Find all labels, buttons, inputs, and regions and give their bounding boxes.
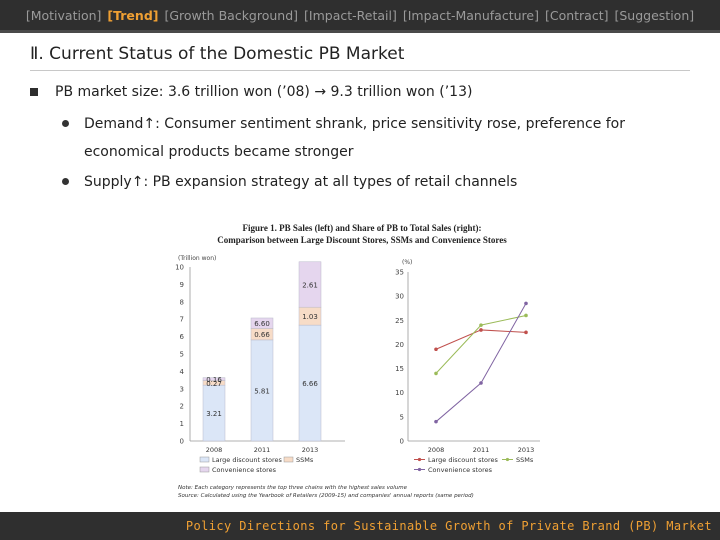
legend-label: Large discount stores bbox=[428, 456, 499, 464]
bar-segment bbox=[250, 317, 274, 329]
chart-source: Source: Calculated using the Yearbook of… bbox=[178, 493, 474, 499]
bar-y-tick-label: 7 bbox=[180, 316, 184, 324]
chart-title: Figure 1. PB Sales (left) and Share of P… bbox=[243, 223, 482, 233]
line-series bbox=[435, 329, 527, 350]
bar-data-label: 2.61 bbox=[302, 281, 318, 289]
bar-ylabel: (Trillion won) bbox=[178, 255, 216, 262]
line-point bbox=[479, 323, 483, 327]
header-divider bbox=[0, 30, 720, 33]
bar-y-tick-label: 10 bbox=[175, 264, 184, 272]
legend-swatch bbox=[199, 456, 210, 463]
legend-swatch-point bbox=[417, 457, 422, 462]
line-point bbox=[524, 330, 528, 335]
line-point bbox=[479, 381, 483, 385]
dot-bullet-icon bbox=[62, 120, 69, 127]
line-y-tick-label: 35 bbox=[395, 269, 404, 277]
bar-y-tick-label: 1 bbox=[180, 420, 184, 428]
bar-segment bbox=[202, 377, 226, 381]
bar-y-tick-label: 0 bbox=[180, 438, 184, 446]
legend-swatch-point bbox=[417, 467, 422, 472]
line-point bbox=[434, 371, 438, 376]
nav-item-motivation[interactable]: [Motivation] bbox=[25, 7, 102, 23]
line-point bbox=[479, 328, 483, 332]
bar-data-label: 1.03 bbox=[302, 313, 318, 321]
line-y-tick-label: 20 bbox=[395, 341, 404, 349]
nav-item-suggestion[interactable]: [Suggestion] bbox=[614, 7, 695, 23]
bar-x-tick-label: 2013 bbox=[302, 446, 319, 454]
line-y-tick-label: 10 bbox=[395, 389, 404, 397]
legend-swatch bbox=[199, 466, 210, 473]
line-y-tick-label: 15 bbox=[395, 365, 404, 373]
line-point bbox=[434, 347, 438, 352]
line-x-tick-label: 2011 bbox=[473, 446, 490, 454]
bar-y-tick-label: 4 bbox=[180, 368, 185, 376]
chart-subtitle: Comparison between Large Discount Stores… bbox=[217, 235, 507, 245]
line-x-tick-label: 2013 bbox=[518, 446, 535, 454]
chart-note: Note: Each category represents the top t… bbox=[178, 485, 408, 491]
bullet-supply-text: Supply↑: PB expansion strategy at all ty… bbox=[84, 174, 518, 190]
bar-x-tick-label: 2011 bbox=[254, 446, 271, 454]
bar-y-tick-label: 9 bbox=[180, 281, 184, 289]
legend-label: Convenience stores bbox=[428, 466, 493, 474]
bar-data-label: 6.66 bbox=[302, 380, 318, 388]
figure: Figure 1. PB Sales (left) and Share of P… bbox=[170, 217, 546, 500]
bar-data-label: 5.81 bbox=[254, 387, 270, 395]
nav-item-impact-retail[interactable]: [Impact-Retail] bbox=[304, 7, 397, 23]
line-y-tick-label: 25 bbox=[395, 317, 404, 325]
line-y-tick-label: 5 bbox=[400, 413, 404, 421]
line-point bbox=[524, 301, 528, 306]
footer-text: Policy Directions for Sustainable Growth… bbox=[185, 519, 712, 533]
bar-y-tick-label: 2 bbox=[180, 403, 184, 411]
line-point bbox=[434, 419, 438, 424]
line-y-tick-label: 30 bbox=[395, 293, 404, 301]
bar-data-label: 0.16 bbox=[206, 376, 222, 384]
line-ylabel: (%) bbox=[402, 259, 412, 266]
nav-item-contract[interactable]: [Contract] bbox=[544, 7, 609, 23]
legend-swatch bbox=[283, 456, 294, 463]
square-bullet-icon bbox=[30, 88, 38, 96]
title-rule bbox=[30, 70, 690, 71]
nav-item-growth background[interactable]: [Growth Background] bbox=[164, 7, 299, 23]
bar-segment bbox=[298, 261, 322, 308]
section-title: Ⅱ. Current Status of the Domestic PB Mar… bbox=[30, 44, 405, 64]
bar-y-tick-label: 5 bbox=[180, 351, 184, 359]
legend-label: SSMs bbox=[516, 456, 534, 464]
bar-data-label: 3.21 bbox=[206, 410, 222, 418]
legend-label: Large discount stores bbox=[212, 456, 283, 464]
bullet-market-size-text: PB market size: 3.6 trillion won (’08) →… bbox=[55, 84, 473, 100]
bar-data-label: 0.27 bbox=[206, 380, 222, 388]
legend-swatch-point bbox=[505, 457, 510, 462]
legend-label: SSMs bbox=[296, 456, 314, 464]
nav-item-impact-manufacture[interactable]: [Impact-Manufacture] bbox=[402, 7, 539, 23]
bullet-market-size: PB market size: 3.6 trillion won (’08) →… bbox=[30, 84, 472, 100]
footer: Policy Directions for Sustainable Growth… bbox=[0, 512, 720, 540]
bullet-demand: Demand↑: Consumer sentiment shrank, pric… bbox=[62, 110, 702, 166]
figure-svg: Figure 1. PB Sales (left) and Share of P… bbox=[175, 223, 540, 499]
bullet-supply: Supply↑: PB expansion strategy at all ty… bbox=[62, 168, 517, 196]
nav-item-trend[interactable]: [Trend] bbox=[107, 7, 159, 23]
bar-x-tick-label: 2008 bbox=[206, 446, 223, 454]
legend-label: Convenience stores bbox=[212, 466, 277, 474]
bar-y-tick-label: 8 bbox=[180, 298, 184, 306]
dot-bullet-icon bbox=[62, 178, 69, 185]
line-y-tick-label: 0 bbox=[400, 438, 404, 446]
line-point bbox=[524, 313, 528, 318]
bar-y-tick-label: 6 bbox=[180, 333, 185, 341]
line-series bbox=[435, 303, 527, 423]
bar-data-label: 6.60 bbox=[254, 320, 270, 328]
bar-data-label: 0.66 bbox=[254, 331, 270, 339]
bar-y-tick-label: 3 bbox=[180, 385, 184, 393]
bullet-demand-text: Demand↑: Consumer sentiment shrank, pric… bbox=[84, 116, 626, 160]
top-navigation: [Motivation] [Trend] [Growth Background] [I… bbox=[0, 0, 720, 30]
line-x-tick-label: 2008 bbox=[428, 446, 445, 454]
